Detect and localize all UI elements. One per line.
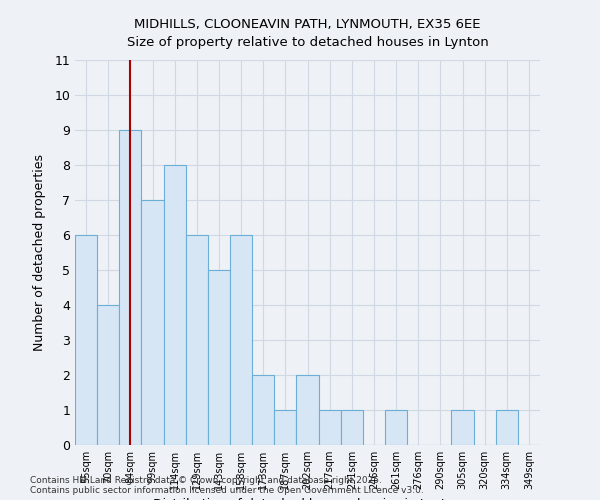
- Bar: [186, 235, 208, 445]
- Bar: [296, 375, 319, 445]
- Bar: [208, 270, 230, 445]
- X-axis label: Distribution of detached houses by size in Lynton: Distribution of detached houses by size …: [154, 498, 461, 500]
- Bar: [319, 410, 341, 445]
- Bar: [385, 410, 407, 445]
- Bar: [451, 410, 473, 445]
- Bar: [164, 165, 186, 445]
- Bar: [119, 130, 142, 445]
- Bar: [341, 410, 363, 445]
- Bar: [75, 235, 97, 445]
- Bar: [274, 410, 296, 445]
- Y-axis label: Number of detached properties: Number of detached properties: [33, 154, 46, 351]
- Bar: [496, 410, 518, 445]
- Bar: [97, 305, 119, 445]
- Text: Contains HM Land Registry data © Crown copyright and database right 2025.
Contai: Contains HM Land Registry data © Crown c…: [30, 476, 424, 495]
- Bar: [252, 375, 274, 445]
- Title: MIDHILLS, CLOONEAVIN PATH, LYNMOUTH, EX35 6EE
Size of property relative to detac: MIDHILLS, CLOONEAVIN PATH, LYNMOUTH, EX3…: [127, 18, 488, 49]
- Bar: [230, 235, 252, 445]
- Bar: [142, 200, 164, 445]
